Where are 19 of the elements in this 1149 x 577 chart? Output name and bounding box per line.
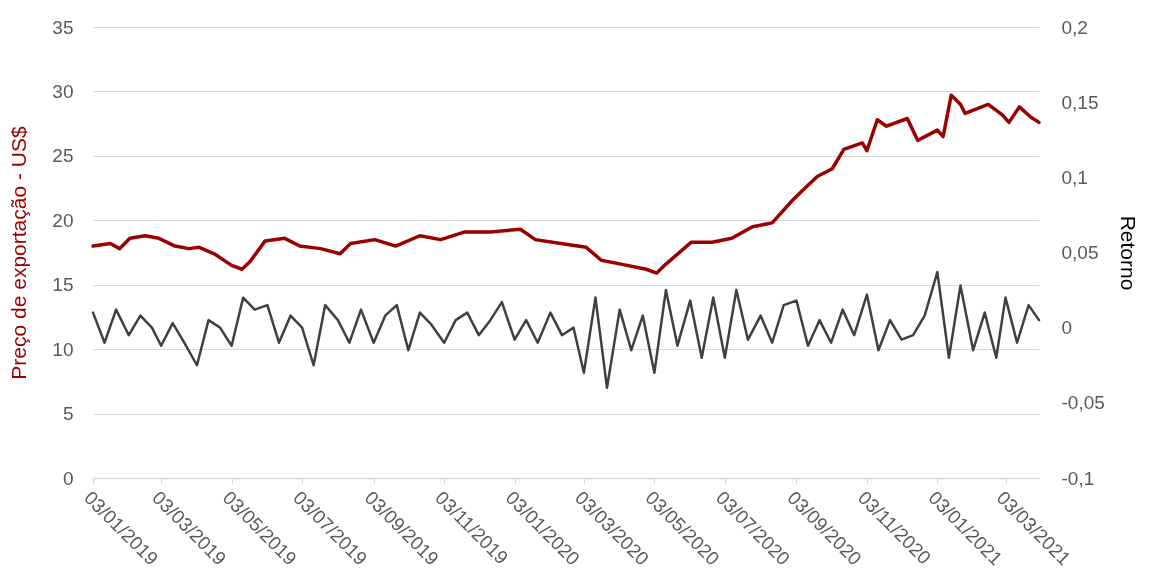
- y2-tick-label: 0,2: [1061, 16, 1088, 38]
- y-tick-label: 35: [52, 16, 74, 38]
- y-tick-label: 20: [52, 209, 74, 231]
- y-tick-label: 15: [52, 274, 74, 296]
- line-series: [91, 270, 1041, 390]
- y-tick-label: 10: [52, 338, 74, 360]
- y-tick-label: 25: [52, 145, 74, 167]
- line-series: [91, 93, 1041, 275]
- y2-axis-title: Retorno: [1116, 215, 1140, 291]
- y-tick-label: 30: [52, 80, 74, 102]
- y2-tick-label: 0: [1061, 317, 1073, 339]
- y2-tick-label: 0,1: [1061, 166, 1088, 188]
- y-axis-title: Preço de exportação - US$: [7, 126, 31, 380]
- y2-tick-label: 0,15: [1061, 91, 1099, 113]
- y-tick-label: 5: [62, 403, 74, 425]
- y-tick-label: 0: [62, 467, 74, 489]
- y2-tick-label: -0,05: [1061, 392, 1105, 414]
- y2-tick-label: -0,1: [1061, 467, 1095, 489]
- y2-tick-label: 0,05: [1061, 242, 1099, 263]
